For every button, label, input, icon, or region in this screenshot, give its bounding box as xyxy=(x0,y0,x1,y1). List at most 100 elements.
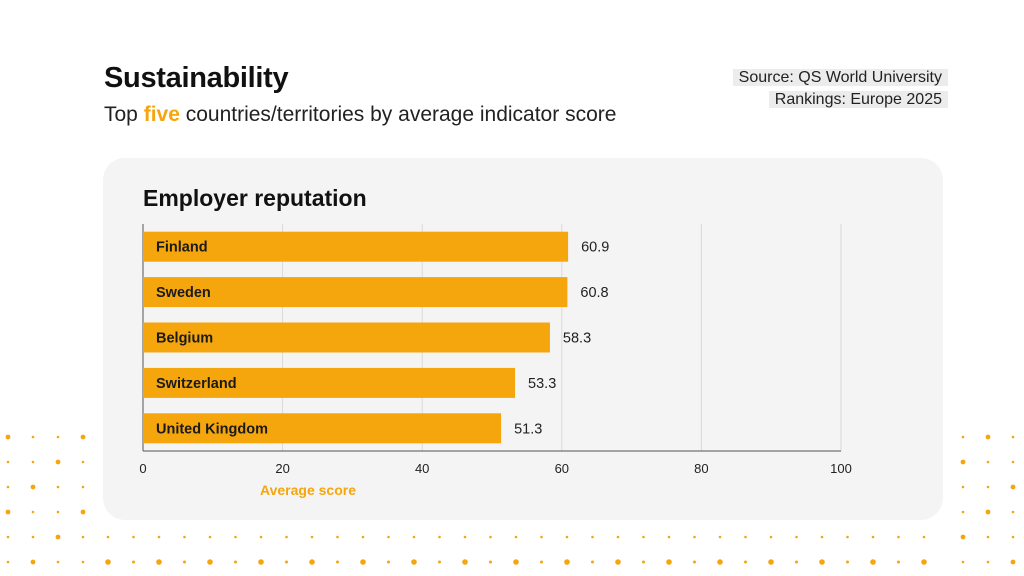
decorative-dot xyxy=(1010,484,1016,490)
decorative-dot xyxy=(31,535,35,539)
decorative-dot xyxy=(31,460,35,464)
decorative-dot xyxy=(1011,435,1015,439)
decorative-dot xyxy=(820,535,824,539)
decorative-dot xyxy=(961,435,965,439)
decorative-dot xyxy=(55,534,61,540)
bar-label: Finland xyxy=(156,240,208,256)
decorative-dot xyxy=(183,560,186,564)
bar-label: Sweden xyxy=(156,285,211,301)
decorative-dot xyxy=(717,559,723,565)
bar-label: United Kingdom xyxy=(156,421,268,437)
decorative-dot xyxy=(387,560,390,564)
decorative-dot xyxy=(985,434,991,440)
decorative-dot xyxy=(795,560,798,564)
decorative-dot xyxy=(718,535,722,539)
decorative-dot xyxy=(438,560,441,564)
decorative-dot xyxy=(961,510,965,514)
decorative-dot xyxy=(285,560,288,564)
decorative-dot xyxy=(514,535,518,539)
decorative-dot xyxy=(106,535,110,539)
x-tick-label: 80 xyxy=(694,461,708,476)
decorative-dot xyxy=(870,559,876,565)
decorative-dot xyxy=(642,535,645,539)
decorative-dot xyxy=(30,559,36,565)
decorative-dot xyxy=(1011,460,1015,464)
chart-title: Employer reputation xyxy=(143,185,367,211)
decorative-dot xyxy=(693,535,696,539)
decorative-dot xyxy=(1010,559,1016,565)
decorative-dot xyxy=(6,485,10,489)
decorative-dot xyxy=(183,535,186,539)
decorative-dot xyxy=(463,535,467,539)
subtitle-prefix: Top xyxy=(104,103,144,126)
decorative-dot xyxy=(846,560,849,564)
decorative-dot xyxy=(985,509,991,515)
decorative-dot xyxy=(438,535,441,539)
decorative-dot xyxy=(56,510,60,514)
decorative-dot xyxy=(986,460,990,464)
decorative-dot xyxy=(693,560,696,564)
decorative-dot xyxy=(105,559,111,565)
decorative-dot xyxy=(462,559,468,565)
decorative-dot xyxy=(1011,510,1015,514)
value-label: 60.9 xyxy=(581,240,609,256)
bar-belgium xyxy=(143,322,550,353)
decorative-dot xyxy=(387,535,390,539)
decorative-dot xyxy=(986,535,990,539)
x-tick-label: 0 xyxy=(139,461,146,476)
decorative-dot xyxy=(819,559,825,565)
decorative-dot xyxy=(30,484,36,490)
decorative-dot xyxy=(489,535,492,539)
decorative-dot xyxy=(986,485,990,489)
decorative-dot xyxy=(56,435,60,439)
decorative-dot xyxy=(5,509,11,515)
decorative-dot xyxy=(208,535,212,539)
x-axis-title: Average score xyxy=(260,482,356,498)
decorative-dot xyxy=(564,559,570,565)
x-tick-label: 20 xyxy=(275,461,289,476)
decorative-dot xyxy=(132,560,135,564)
decorative-dot xyxy=(412,535,416,539)
decorative-dot xyxy=(81,560,85,564)
decorative-dot xyxy=(5,434,11,440)
decorative-dot xyxy=(846,535,849,539)
value-label: 58.3 xyxy=(563,331,591,347)
decorative-dot xyxy=(285,535,288,539)
subtitle-suffix: countries/territories by average indicat… xyxy=(179,103,617,126)
decorative-dot xyxy=(6,460,10,464)
bar-label: Belgium xyxy=(156,331,213,347)
x-tick-label: 40 xyxy=(415,461,429,476)
decorative-dot xyxy=(80,434,86,440)
decorative-dot xyxy=(411,559,417,565)
decorative-dot xyxy=(642,560,645,564)
decorative-dot xyxy=(360,559,366,565)
decorative-dot xyxy=(336,560,339,564)
decorative-dot xyxy=(540,535,543,539)
decorative-dot xyxy=(157,535,161,539)
page-title: Sustainability xyxy=(104,62,289,94)
value-label: 53.3 xyxy=(528,376,556,392)
decorative-dot xyxy=(961,560,965,564)
decorative-dot xyxy=(922,535,926,539)
source-line-2: Rankings: Europe 2025 xyxy=(768,91,948,108)
source-note: Source: QS World University Rankings: Eu… xyxy=(732,67,948,111)
decorative-dot xyxy=(744,535,747,539)
decorative-dot xyxy=(56,560,60,564)
decorative-dot xyxy=(207,559,213,565)
page-subtitle: Top five countries/territories by averag… xyxy=(104,103,616,127)
decorative-dot xyxy=(81,485,85,489)
decorative-dot xyxy=(56,485,60,489)
decorative-dot xyxy=(565,535,569,539)
decorative-dot xyxy=(591,535,594,539)
decorative-dot xyxy=(80,509,86,515)
decorative-dot xyxy=(259,535,263,539)
value-label: 51.3 xyxy=(514,421,542,437)
bar-united-kingdom xyxy=(143,413,502,444)
decorative-dot xyxy=(667,535,671,539)
decorative-dot xyxy=(31,510,35,514)
decorative-dot xyxy=(132,535,135,539)
decorative-dot xyxy=(871,535,875,539)
decorative-dot xyxy=(81,535,85,539)
decorative-dot xyxy=(961,485,965,489)
